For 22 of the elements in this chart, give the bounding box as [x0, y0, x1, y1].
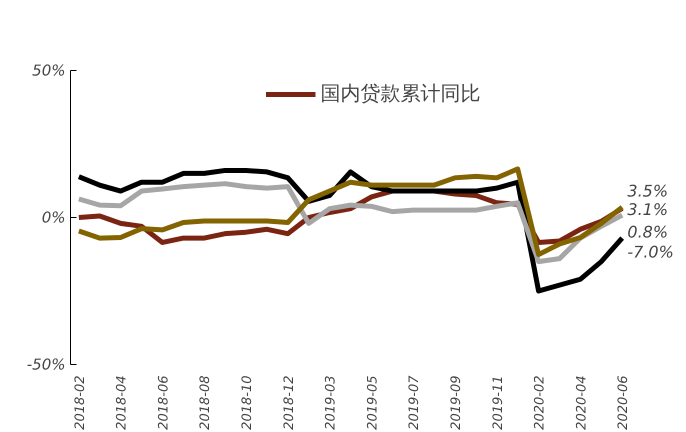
- x-tick-label: 2020-06: [616, 375, 632, 430]
- x-tick-label: 2018-02: [72, 375, 88, 430]
- x-tick-label: 2018-08: [198, 375, 214, 430]
- legend-label: 国内贷款累计同比: [320, 80, 480, 107]
- annotation: 0.8%: [627, 222, 668, 242]
- x-tick-label: 2019-03: [324, 375, 339, 430]
- x-tick-label: 2019-11: [490, 375, 506, 430]
- annotation: 3.5%: [627, 182, 668, 201]
- x-tick-label: 2020-04: [574, 375, 590, 430]
- annotation: 3.1%: [627, 200, 668, 219]
- x-tick-label: 2019-09: [448, 375, 464, 430]
- y-tick-label: 0%: [42, 208, 66, 226]
- y-tick-label: 50%: [32, 62, 66, 80]
- y-tick-label: -50%: [26, 356, 66, 374]
- x-tick-label: 2018-06: [156, 375, 172, 430]
- x-tick-label: 2019-07: [407, 374, 422, 430]
- x-tick-label: 2018-04: [114, 375, 130, 430]
- x-tick-label: 2018-12: [282, 375, 297, 430]
- x-tick-label: 2018-10: [240, 375, 256, 430]
- x-tick-label: 2020-02: [532, 375, 548, 430]
- x-tick-label: 2019-05: [365, 375, 380, 430]
- annotation: -7.0%: [627, 242, 674, 262]
